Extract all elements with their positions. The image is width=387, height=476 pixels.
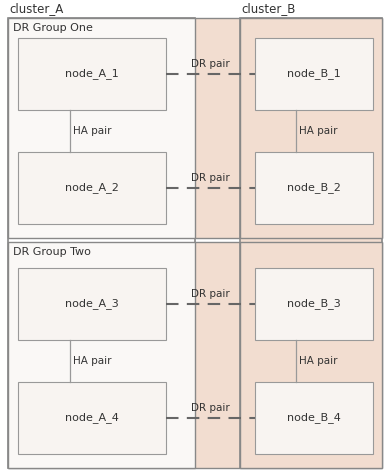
Text: DR Group One: DR Group One [13, 23, 93, 33]
Text: node_B_4: node_B_4 [287, 413, 341, 424]
Text: cluster_B: cluster_B [241, 2, 295, 15]
Bar [8, 18, 382, 238]
Text: DR pair: DR pair [191, 403, 230, 413]
Text: DR Group Two: DR Group Two [13, 247, 91, 257]
Text: node_A_4: node_A_4 [65, 413, 119, 424]
Text: DR pair: DR pair [191, 289, 230, 299]
Text: HA pair: HA pair [73, 356, 111, 366]
Text: node_B_2: node_B_2 [287, 183, 341, 193]
Bar [255, 268, 373, 340]
Bar [8, 242, 195, 468]
Text: node_A_3: node_A_3 [65, 298, 119, 309]
Bar [18, 152, 166, 224]
Bar [240, 242, 382, 468]
Bar [8, 242, 382, 468]
Text: HA pair: HA pair [73, 126, 111, 136]
Text: DR pair: DR pair [191, 173, 230, 183]
Text: cluster_A: cluster_A [9, 2, 63, 15]
Text: node_A_1: node_A_1 [65, 69, 119, 79]
Text: DR pair: DR pair [191, 59, 230, 69]
Bar [255, 382, 373, 454]
Bar [8, 18, 195, 238]
Text: node_B_3: node_B_3 [287, 298, 341, 309]
Bar [18, 382, 166, 454]
Text: node_B_1: node_B_1 [287, 69, 341, 79]
Bar [240, 18, 382, 468]
Bar [240, 18, 382, 238]
Bar [255, 38, 373, 110]
Bar [18, 268, 166, 340]
Text: node_A_2: node_A_2 [65, 183, 119, 193]
Text: HA pair: HA pair [299, 356, 338, 366]
Text: HA pair: HA pair [299, 126, 338, 136]
Bar [18, 38, 166, 110]
Bar [255, 152, 373, 224]
Bar [8, 18, 195, 468]
